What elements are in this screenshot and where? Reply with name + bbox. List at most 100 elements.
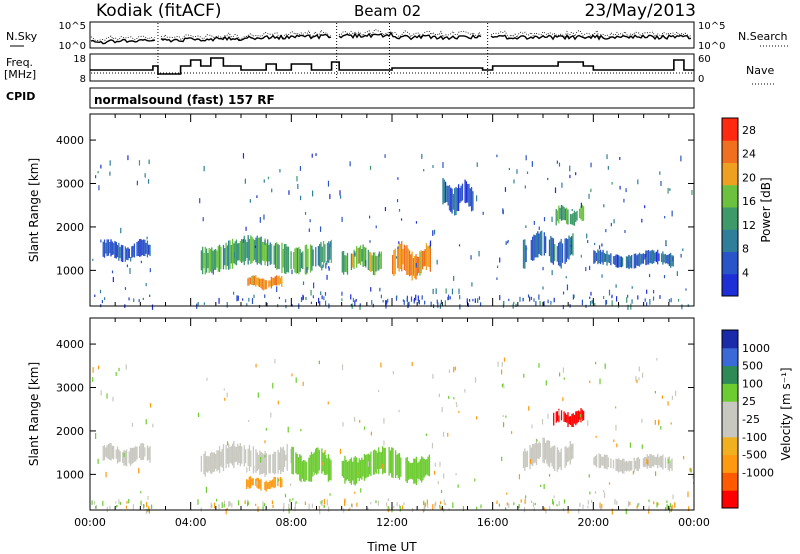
data-cell: [543, 217, 546, 222]
data-cell: [253, 466, 255, 473]
data-cell: [399, 504, 401, 508]
data-cell: [349, 507, 351, 511]
data-cell: [562, 305, 564, 310]
data-cell: [496, 500, 498, 504]
data-cell: [646, 250, 648, 265]
data-cell: [269, 280, 271, 287]
data-cell: [548, 440, 551, 468]
data-cell: [564, 208, 566, 221]
data-cell: [628, 255, 630, 270]
data-cell: [569, 441, 571, 465]
data-cell: [415, 294, 417, 301]
data-cell: [144, 173, 146, 178]
data-cell: [359, 460, 362, 479]
data-cell: [122, 452, 124, 464]
data-cell: [638, 503, 640, 506]
data-cell: [242, 153, 245, 159]
data-cell: [554, 445, 556, 472]
data-cell: [393, 505, 395, 509]
data-cell: [218, 244, 221, 273]
y-tick-label: 2000: [56, 425, 84, 438]
data-cell: [558, 372, 561, 377]
data-cell: [354, 253, 356, 256]
data-cell: [474, 377, 477, 383]
data-cell: [506, 492, 508, 495]
data-cell: [328, 267, 330, 271]
noise-tick-top-right: 10^5: [698, 21, 725, 32]
data-cell: [359, 304, 361, 311]
data-cell: [138, 299, 140, 303]
data-cell: [543, 484, 545, 489]
data-cell: [417, 478, 419, 483]
data-cell: [633, 253, 635, 269]
data-cell: [623, 198, 625, 203]
data-cell: [663, 275, 666, 279]
data-cell: [605, 299, 607, 306]
data-cell: [582, 504, 584, 509]
colorbar-swatch: [722, 419, 738, 438]
data-cell: [533, 220, 535, 225]
data-cell: [505, 507, 507, 511]
data-cell: [265, 243, 268, 262]
data-cell: [557, 242, 560, 266]
data-cell: [423, 500, 425, 506]
data-cell: [625, 256, 628, 269]
data-cell: [259, 479, 261, 489]
data-cell: [126, 501, 128, 504]
data-cell: [118, 449, 120, 463]
data-cell: [128, 248, 130, 259]
data-cell: [103, 445, 106, 461]
data-cell: [318, 505, 321, 509]
data-cell: [239, 443, 242, 467]
data-cell: [410, 296, 413, 302]
data-cell: [664, 216, 666, 219]
data-cell: [315, 448, 317, 455]
data-cell: [199, 198, 201, 204]
data-cell: [278, 478, 280, 482]
data-cell: [575, 172, 577, 176]
data-cell: [375, 470, 378, 474]
data-cell: [442, 177, 444, 205]
data-cell: [436, 259, 438, 265]
data-cell: [307, 248, 309, 270]
data-cell: [356, 470, 359, 476]
freq-tick-top: 18: [73, 54, 86, 65]
data-cell: [537, 231, 539, 258]
data-cell: [152, 423, 154, 428]
data-cell: [670, 252, 672, 268]
data-cell: [524, 448, 526, 471]
data-cell: [550, 447, 552, 463]
data-cell: [399, 506, 401, 512]
data-cell: [146, 236, 148, 240]
data-cell: [562, 367, 564, 373]
data-cell: [637, 456, 639, 472]
data-cell: [651, 249, 654, 264]
data-cell: [106, 239, 108, 257]
data-cell: [447, 185, 449, 206]
data-cell: [300, 428, 302, 432]
data-cell: [288, 507, 290, 514]
x-tick-label: 12:00: [376, 516, 408, 529]
data-cell: [671, 255, 673, 267]
data-cell: [648, 505, 650, 512]
data-cell: [102, 241, 104, 257]
data-cell: [308, 228, 310, 233]
data-cell: [304, 245, 307, 275]
data-cell: [636, 458, 638, 471]
data-cell: [388, 507, 390, 511]
data-cell: [243, 445, 245, 467]
colorbar-swatch: [722, 207, 738, 230]
data-cell: [434, 503, 436, 509]
data-cell: [222, 244, 225, 270]
data-cell: [318, 360, 320, 365]
data-cell: [612, 256, 615, 264]
data-cell: [226, 448, 229, 464]
data-cell: [556, 411, 559, 422]
data-cell: [353, 457, 355, 485]
data-cell: [388, 447, 390, 476]
data-cell: [644, 462, 646, 465]
data-cell: [625, 508, 627, 515]
data-cell: [582, 411, 585, 421]
data-cell: [556, 160, 558, 164]
data-cell: [396, 199, 399, 203]
